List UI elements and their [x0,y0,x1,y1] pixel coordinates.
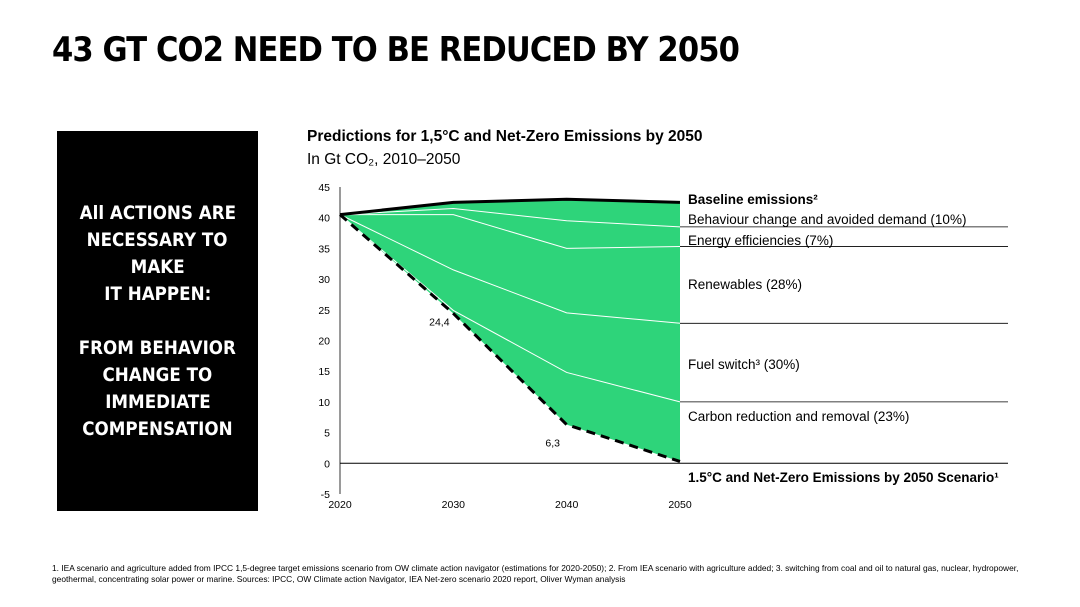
footnote: 1. IEA scenario and agriculture added fr… [52,563,1019,584]
key-message-line: NECESSARY TO [87,228,228,251]
y-tick-label: 35 [318,243,330,255]
y-tick-label: 30 [318,274,330,286]
scenario-line [339,213,681,463]
data-label: 6,3 [545,438,560,450]
wedge-divider [339,214,681,403]
legend-scenario-label: 1.5°C and Net-Zero Emissions by 2050 Sce… [688,470,999,485]
y-tick-label: 10 [318,397,330,409]
wedge-divider [340,214,681,249]
legend-wedge-label: Fuel switch³ (30%) [688,357,800,372]
chart-title: Predictions for 1,5°C and Net-Zero Emiss… [307,128,703,145]
key-message-line: All ACTIONS ARE [79,201,236,224]
wedge-divider [339,207,681,228]
key-message-line: COMPENSATION [82,417,233,440]
key-message-line: IT HAPPEN: [103,282,212,305]
data-label: 24,4 [429,316,450,328]
key-message-line: MAKE [130,255,185,278]
x-tick-label: 2040 [555,499,579,511]
y-tick-label: 40 [318,213,330,225]
slide-title: 43 GT CO2 NEED TO BE REDUCED BY 2050 [52,30,740,70]
key-message-line: CHANGE TO [102,363,213,386]
y-tick-label: 0 [324,458,330,470]
legend-baseline-label: Baseline emissions² [688,192,818,207]
reduction-area [340,199,680,462]
legend-wedge-label: Energy efficiencies (7%) [688,233,833,248]
key-message-line: IMMEDIATE [104,390,211,413]
x-tick-label: 2020 [328,499,352,511]
legend-wedge-label: Behaviour change and avoided demand (10%… [688,212,966,227]
y-tick-label: 25 [318,305,330,317]
legend-wedge-label: Renewables (28%) [688,277,802,292]
baseline-line [339,197,681,217]
chart-subtitle: In Gt CO₂, 2010–2050 [307,151,461,168]
key-message-line: FROM BEHAVIOR [78,336,237,359]
y-tick-label: 45 [318,182,330,194]
y-tick-label: 20 [318,336,330,348]
x-tick-label: 2030 [442,499,466,511]
y-tick-label: 5 [324,428,330,440]
key-message-box: All ACTIONS ARE NECESSARY TO MAKE IT HAP… [57,131,258,511]
wedge-divider [339,214,681,324]
y-tick-label: 15 [318,366,330,378]
legend-wedge-label: Carbon reduction and removal (23%) [688,409,909,424]
x-tick-label: 2050 [668,499,692,511]
y-tick-label: -5 [321,489,330,501]
